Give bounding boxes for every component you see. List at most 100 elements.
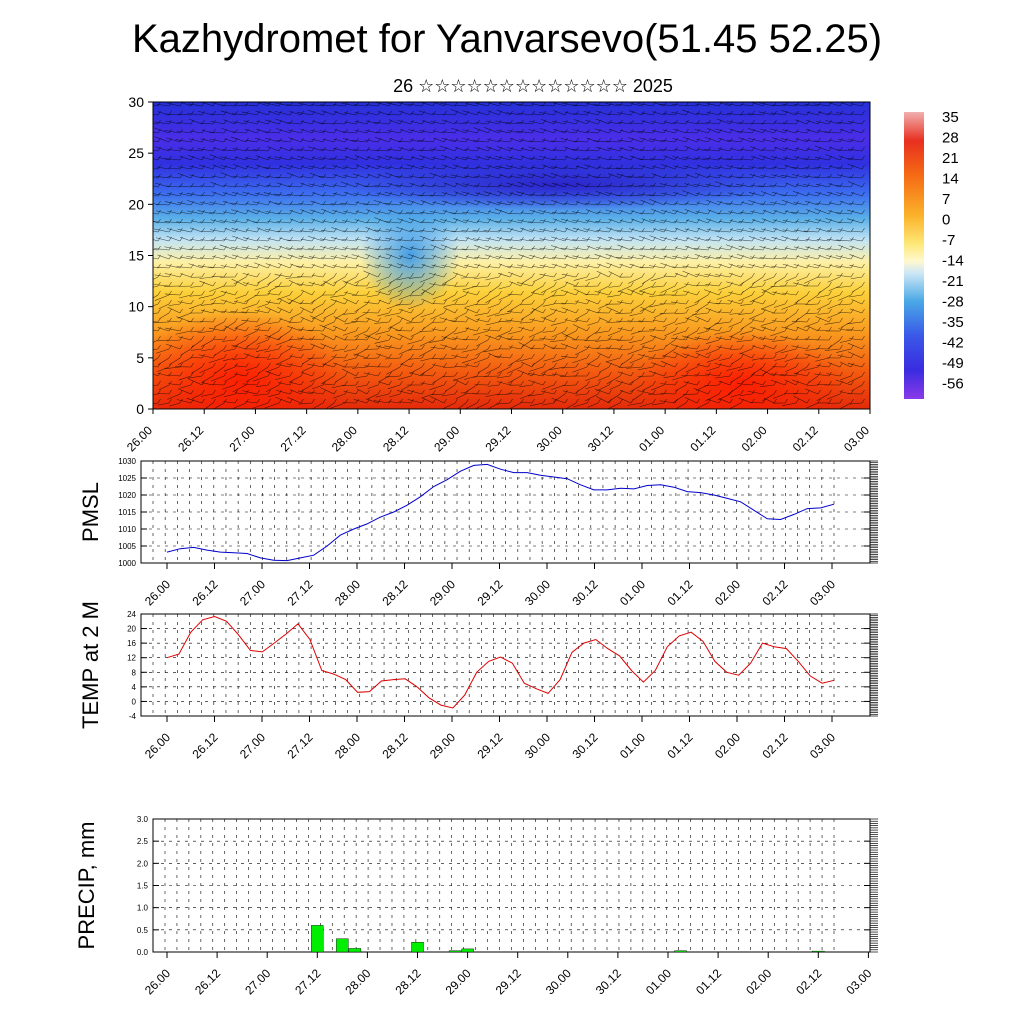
wind-barb — [307, 363, 324, 368]
wind-barb-flag — [751, 290, 755, 296]
wind-barb-flag — [311, 200, 315, 206]
wind-barb — [222, 211, 236, 215]
wind-barb-flag — [465, 137, 469, 143]
wind-barb — [584, 119, 599, 125]
wind-barb-flag — [168, 371, 172, 377]
wind-barb — [509, 212, 522, 215]
wind-barb — [660, 360, 676, 368]
wind-barb-flag — [850, 164, 854, 170]
wind-barb-flag — [476, 380, 480, 386]
wind-barb — [308, 282, 324, 287]
wind-barb — [662, 348, 676, 358]
wind-barb-flag — [245, 398, 249, 404]
wind-barb — [804, 167, 819, 170]
wind-barb — [585, 298, 599, 305]
wind-barb-flag — [157, 119, 161, 125]
wind-barb — [429, 339, 445, 343]
wind-barb — [660, 285, 676, 294]
wind-barb-flag — [487, 371, 491, 377]
wind-barb-flag — [498, 380, 502, 386]
wind-barb-flag — [190, 200, 194, 206]
wind-barb — [808, 375, 819, 383]
wind-barb-flag — [223, 290, 227, 296]
wind-barb — [264, 348, 280, 353]
wind-barb — [395, 184, 412, 188]
wind-barb — [529, 140, 544, 143]
wind-barb-flag — [278, 389, 282, 395]
wind-barb-flag — [388, 398, 392, 404]
wind-barb — [465, 237, 478, 242]
wind-barb — [665, 339, 676, 347]
wind-barb-flag — [498, 272, 502, 278]
wind-barb — [375, 290, 390, 296]
wind-barb — [761, 288, 775, 296]
wind-barb — [617, 285, 632, 293]
wind-barb-flag — [234, 380, 238, 386]
wind-barb — [637, 390, 654, 395]
wind-barb-flag — [784, 344, 788, 350]
wind-barb — [839, 102, 852, 107]
wind-barb-flag — [476, 155, 480, 161]
wind-barb — [543, 357, 555, 362]
wind-barb — [806, 111, 819, 116]
wind-barb-flag — [806, 335, 810, 341]
wind-barb-flag — [234, 272, 238, 278]
wind-barb-flag — [663, 236, 667, 242]
wind-barb-flag — [861, 317, 865, 323]
wind-barb — [630, 330, 643, 335]
wind-barb — [288, 294, 302, 304]
wind-barb — [551, 140, 566, 143]
wind-barb-flag — [630, 362, 634, 368]
wind-barb — [517, 104, 533, 107]
wind-barb-flag — [212, 209, 216, 215]
wind-barb-flag — [366, 263, 370, 269]
wind-barb-flag — [388, 362, 392, 368]
wind-barb — [440, 344, 456, 350]
wind-barb-flag — [861, 173, 865, 179]
wind-barb-flag — [784, 209, 788, 215]
wind-barb — [618, 209, 632, 215]
wind-barb-flag — [663, 380, 667, 386]
wind-barb — [474, 312, 489, 316]
wind-barb — [197, 330, 214, 334]
wind-barb — [364, 139, 379, 143]
wind-barb — [297, 337, 313, 341]
wind-barb-flag — [553, 380, 557, 386]
wind-barb — [366, 263, 379, 269]
wind-barb — [729, 239, 742, 242]
wind-barb — [563, 146, 577, 152]
wind-barb — [649, 329, 665, 332]
wind-barb — [374, 339, 390, 344]
wind-barb-flag — [861, 155, 865, 161]
wind-barb-flag — [476, 236, 480, 242]
wind-barb-flag — [531, 173, 535, 179]
wind-barb — [772, 219, 786, 224]
wind-barb — [321, 257, 335, 260]
wind-barb-flag — [157, 245, 161, 251]
wind-barb-flag — [377, 110, 381, 116]
colorbar-label: -21 — [942, 273, 964, 290]
wind-barb — [168, 303, 181, 306]
wind-barb-flag — [806, 236, 810, 242]
wind-barb — [246, 166, 258, 170]
wind-barb-flag — [839, 290, 843, 296]
wind-barb — [780, 374, 797, 377]
wind-barb-flag — [421, 110, 425, 116]
wind-barb — [695, 103, 709, 107]
wind-barb-flag — [344, 236, 348, 242]
wind-barb — [608, 200, 621, 206]
wind-barb-flag — [355, 245, 359, 251]
y-tick-label: 1.0 — [137, 904, 149, 913]
wind-barb — [189, 174, 203, 179]
wind-barb-flag — [388, 218, 392, 224]
wind-barb-flag — [553, 281, 557, 287]
wind-barb-flag — [421, 209, 425, 215]
wind-barb-flag — [729, 227, 733, 233]
wind-barb — [695, 273, 709, 278]
wind-barb — [344, 321, 357, 325]
wind-barb-flag — [476, 146, 480, 152]
wind-barb-flag — [652, 344, 656, 350]
wind-barb — [276, 176, 291, 179]
wind-barb — [551, 294, 566, 297]
wind-barb — [220, 299, 236, 305]
